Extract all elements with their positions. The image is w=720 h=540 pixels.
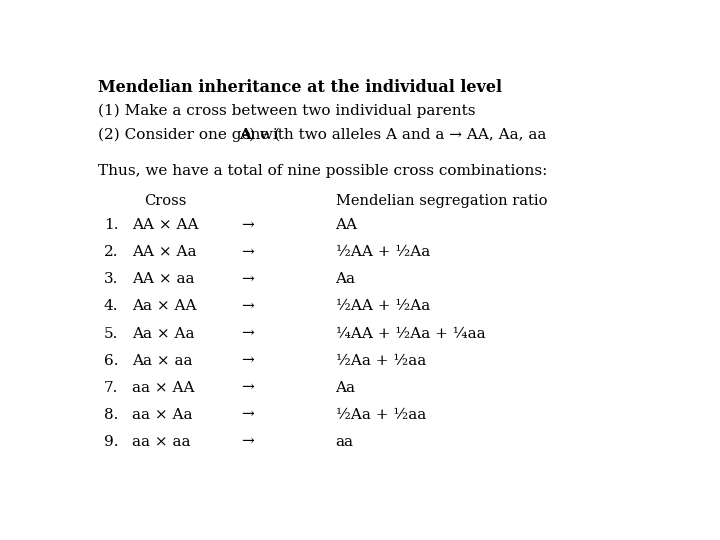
Text: AA × AA: AA × AA [132, 218, 198, 232]
Text: Aa × Aa: Aa × Aa [132, 327, 194, 341]
Text: 4.: 4. [104, 300, 119, 314]
Text: Aa × AA: Aa × AA [132, 300, 197, 314]
Text: AA × aa: AA × aa [132, 273, 194, 286]
Text: 1.: 1. [104, 218, 119, 232]
Text: →: → [240, 381, 253, 395]
Text: Aa × aa: Aa × aa [132, 354, 192, 368]
Text: ) with two alleles A and a → AA, Aa, aa: ) with two alleles A and a → AA, Aa, aa [249, 127, 546, 141]
Text: 8.: 8. [104, 408, 118, 422]
Text: Mendelian inheritance at the individual level: Mendelian inheritance at the individual … [99, 79, 503, 96]
Text: 2.: 2. [104, 245, 119, 259]
Text: aa × AA: aa × AA [132, 381, 194, 395]
Text: →: → [240, 408, 253, 422]
Text: A: A [240, 127, 251, 141]
Text: Aa: Aa [336, 273, 356, 286]
Text: ½AA + ½Aa: ½AA + ½Aa [336, 245, 430, 259]
Text: Thus, we have a total of nine possible cross combinations:: Thus, we have a total of nine possible c… [99, 164, 548, 178]
Text: ½Aa + ½aa: ½Aa + ½aa [336, 408, 426, 422]
Text: 5.: 5. [104, 327, 118, 341]
Text: ¼AA + ½Aa + ¼aa: ¼AA + ½Aa + ¼aa [336, 327, 485, 341]
Text: →: → [240, 435, 253, 449]
Text: 7.: 7. [104, 381, 118, 395]
Text: Aa: Aa [336, 381, 356, 395]
Text: ½Aa + ½aa: ½Aa + ½aa [336, 354, 426, 368]
Text: Mendelian segregation ratio: Mendelian segregation ratio [336, 194, 547, 208]
Text: AA × Aa: AA × Aa [132, 245, 197, 259]
Text: →: → [240, 300, 253, 314]
Text: →: → [240, 273, 253, 286]
Text: →: → [240, 245, 253, 259]
Text: aa: aa [336, 435, 354, 449]
Text: (2) Consider one gene (: (2) Consider one gene ( [99, 127, 281, 142]
Text: 6.: 6. [104, 354, 119, 368]
Text: →: → [240, 218, 253, 232]
Text: →: → [240, 354, 253, 368]
Text: Cross: Cross [144, 194, 186, 208]
Text: ½AA + ½Aa: ½AA + ½Aa [336, 300, 430, 314]
Text: aa × Aa: aa × Aa [132, 408, 192, 422]
Text: aa × aa: aa × aa [132, 435, 190, 449]
Text: (1) Make a cross between two individual parents: (1) Make a cross between two individual … [99, 104, 476, 118]
Text: →: → [240, 327, 253, 341]
Text: AA: AA [336, 218, 358, 232]
Text: 9.: 9. [104, 435, 119, 449]
Text: 3.: 3. [104, 273, 118, 286]
